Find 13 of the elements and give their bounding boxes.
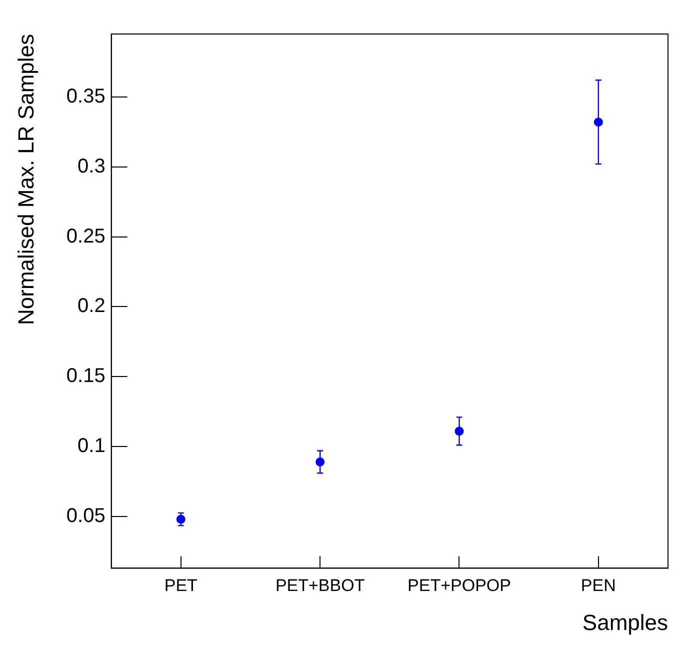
x-tick-label: PET+BBOT xyxy=(275,576,365,596)
y-tick-label: 0.15 xyxy=(66,365,106,388)
y-tick-label: 0.3 xyxy=(78,155,106,178)
y-axis-title: Normalised Max. LR Samples xyxy=(13,34,38,325)
x-tick-label: PEN xyxy=(580,576,616,596)
x-tick-label: PET+POPOP xyxy=(408,576,511,596)
y-tick-label: 0.35 xyxy=(66,85,106,108)
y-tick-label: 0.25 xyxy=(66,225,106,248)
x-axis-title: Samples xyxy=(582,610,668,635)
y-tick-label: 0.2 xyxy=(78,295,106,318)
y-tick-label: 0.05 xyxy=(66,504,106,527)
y-tick-label: 0.1 xyxy=(78,435,106,458)
x-tick-label: PET xyxy=(164,576,198,596)
